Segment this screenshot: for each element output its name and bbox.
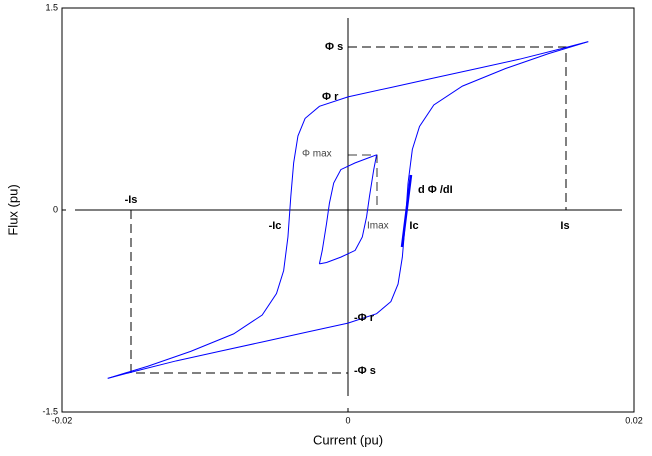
annotation: -Φ s: [354, 365, 376, 377]
annotation: Φ max: [302, 149, 332, 160]
annotation: Is: [560, 220, 569, 232]
annotation: Φ s: [325, 41, 343, 53]
x-axis-label: Current (pu): [313, 432, 383, 447]
x-tick-label: -0.02: [52, 415, 73, 425]
annotation: -Ic: [269, 220, 282, 232]
x-tick-label: 0: [345, 415, 350, 425]
x-tick-label: 0.02: [625, 415, 643, 425]
y-tick-label: -1.5: [42, 406, 58, 416]
hysteresis-curve: [107, 41, 589, 379]
annotation: -Is: [125, 194, 138, 206]
y-tick-label: 0: [53, 204, 58, 214]
annotation: Φ r: [322, 91, 339, 103]
annotation: Imax: [367, 221, 389, 232]
hysteresis-curve: [318, 154, 377, 264]
hysteresis-curve: [107, 41, 589, 379]
annotation: -Φ r: [354, 312, 375, 324]
slope-segment: [400, 174, 413, 248]
annotation: Ic: [409, 220, 418, 232]
y-axis-label: Flux (pu): [5, 184, 20, 235]
marks: [107, 41, 589, 379]
y-tick-label: 1.5: [45, 2, 58, 12]
annotation: d Φ /dI: [418, 184, 453, 196]
hysteresis-curve: [319, 154, 378, 265]
guide-line: [130, 210, 348, 374]
